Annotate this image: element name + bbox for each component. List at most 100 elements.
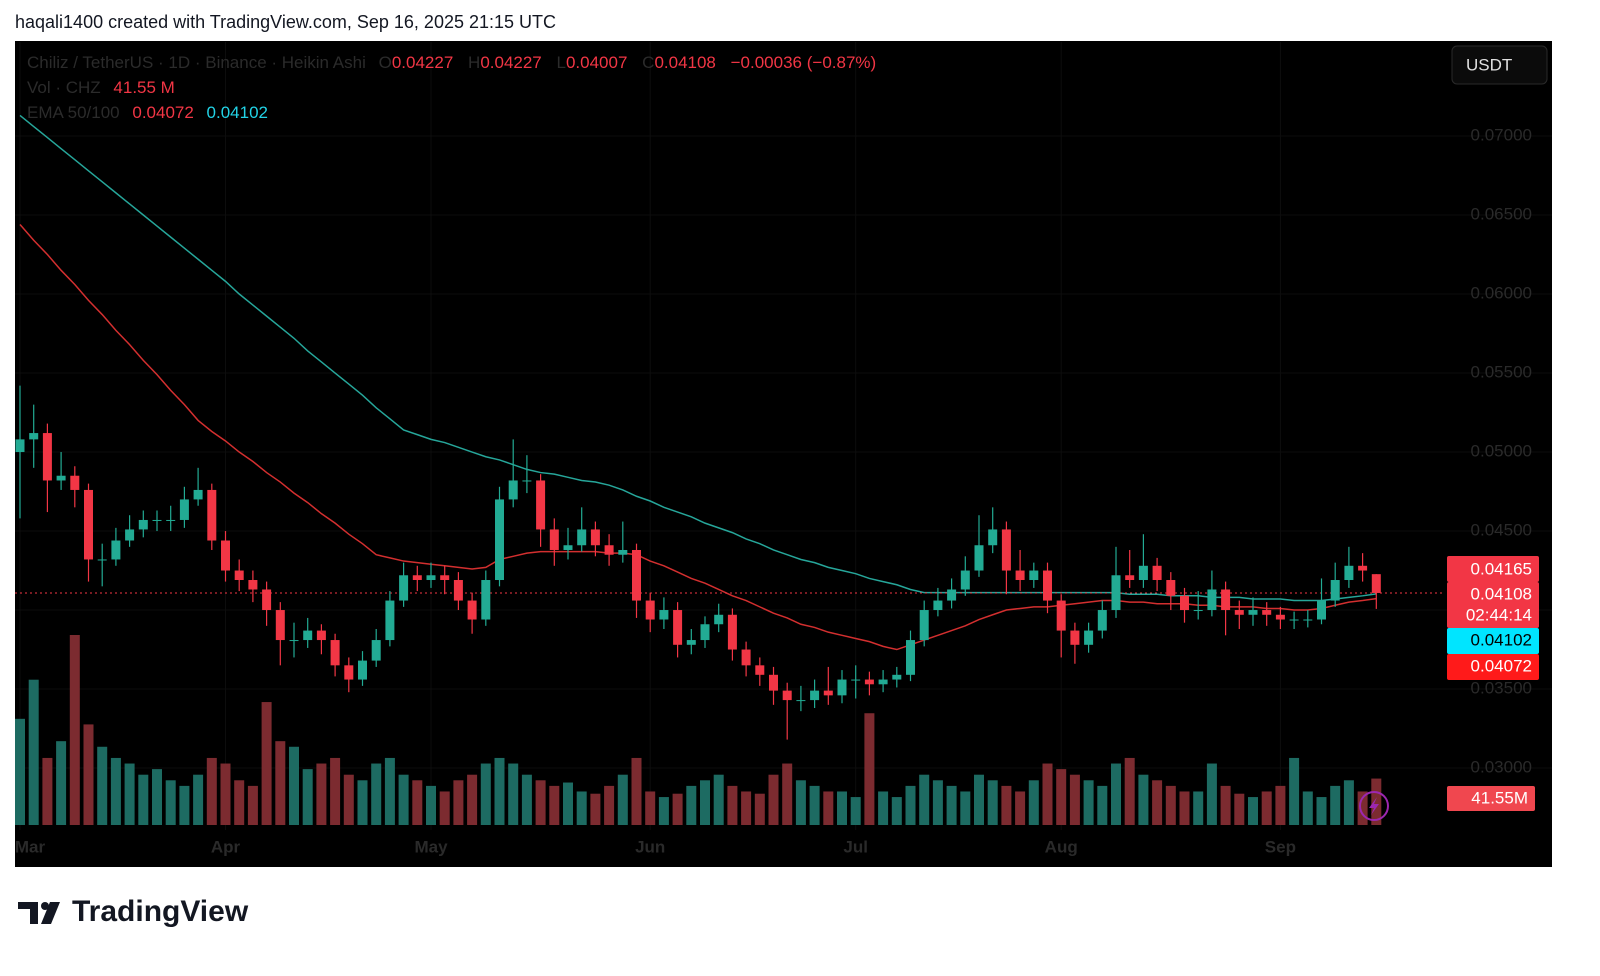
candle-body: [29, 433, 39, 440]
candle-body: [810, 690, 820, 701]
candle-body: [426, 575, 436, 581]
candle-body: [1221, 589, 1231, 611]
volume-bar: [494, 757, 505, 825]
volume-bar: [1302, 791, 1313, 825]
countdown: 02:44:14: [1466, 605, 1532, 624]
volume-bar: [193, 774, 204, 825]
candle-body: [262, 589, 272, 611]
x-tick-label: Apr: [211, 837, 241, 856]
x-tick-label: Aug: [1045, 837, 1078, 856]
candle-body: [1344, 565, 1354, 581]
volume-bar: [590, 793, 601, 825]
volume-bar: [1357, 791, 1368, 825]
last-price-label: 0.04108: [1471, 584, 1532, 603]
candle-body: [906, 640, 915, 675]
volume-bar: [138, 774, 149, 825]
high-marker-label: 0.04165: [1471, 559, 1532, 578]
candle-body: [481, 580, 491, 620]
ema-line: [19, 224, 1377, 651]
candle-body: [1001, 529, 1011, 571]
candle-body: [207, 489, 217, 541]
candle-body: [358, 660, 367, 680]
open-value: 0.04227: [392, 53, 453, 72]
volume-bar: [1069, 774, 1080, 825]
volume-bar: [891, 797, 902, 825]
candle-body: [604, 545, 614, 555]
volume-bar: [165, 780, 176, 825]
volume-label: 41.55M: [1471, 788, 1528, 807]
volume-bar: [124, 763, 135, 825]
candle-body: [686, 640, 696, 645]
candle-body: [659, 610, 669, 620]
y-tick-label: 0.03500: [1471, 679, 1532, 698]
ema50-label: 0.04072: [1471, 656, 1532, 675]
x-tick-label: May: [414, 837, 448, 856]
candle-body: [919, 610, 929, 641]
volume-bar: [919, 774, 930, 825]
volume-bar: [234, 780, 245, 825]
candle-body: [632, 549, 641, 601]
volume-bar: [1343, 780, 1354, 825]
candle-body: [700, 624, 710, 641]
candle-body: [234, 570, 244, 581]
volume-bar: [453, 780, 464, 825]
candle-body: [618, 549, 628, 555]
candle-body: [303, 630, 313, 641]
candle-body: [1303, 619, 1313, 621]
y-tick-label: 0.05500: [1471, 363, 1532, 382]
candle-body: [1084, 630, 1094, 645]
candle-body: [823, 690, 833, 696]
volume-bar: [713, 774, 724, 825]
volume-bar: [549, 785, 560, 825]
candle-body: [467, 600, 477, 620]
volume-bar: [1124, 757, 1135, 825]
volume-bar: [28, 679, 39, 825]
volume-bar: [795, 780, 806, 825]
volume-bar: [782, 763, 793, 825]
volume-bar: [1316, 797, 1327, 825]
candle-body: [152, 519, 162, 521]
candle-body: [741, 649, 751, 666]
volume-bar: [220, 763, 231, 825]
volume-bar: [83, 724, 94, 825]
candle-body: [495, 499, 504, 581]
candle-body: [84, 489, 93, 560]
volume-bar: [56, 741, 67, 825]
currency-button[interactable]: [1451, 45, 1548, 85]
volume-bar: [1138, 774, 1149, 825]
candle-body: [714, 614, 724, 625]
ema100-box: [1447, 628, 1539, 654]
candle-body: [453, 580, 463, 601]
volume-box: [1447, 786, 1535, 811]
y-tick-label: 0.03000: [1471, 758, 1532, 777]
volume-bar: [1248, 797, 1258, 825]
candle-body: [1289, 619, 1299, 621]
h-label: H: [468, 53, 480, 72]
candle-body: [536, 480, 546, 530]
candle-body: [1207, 589, 1217, 611]
candle-body: [1330, 580, 1340, 601]
candle-body: [275, 610, 285, 641]
volume-bar: [672, 793, 683, 825]
candle-body: [878, 679, 888, 685]
candle-body: [385, 600, 395, 641]
candle-body: [111, 540, 121, 560]
candle-body: [1180, 595, 1189, 611]
volume-bar: [837, 791, 847, 825]
candle-body: [673, 610, 683, 645]
candle-body: [371, 640, 381, 661]
volume-bar: [658, 797, 669, 825]
alert-icon[interactable]: [1359, 791, 1389, 821]
volume-bar: [371, 763, 382, 825]
volume-bar: [69, 635, 80, 825]
volume-bar: [1097, 785, 1108, 825]
ema50-value: 0.04072: [132, 103, 193, 122]
candle-body: [590, 529, 600, 546]
high-marker-box: [1447, 556, 1539, 582]
candle-body: [1125, 575, 1135, 581]
candle-body: [1043, 570, 1052, 601]
candle-body: [316, 630, 326, 641]
volume-bar: [275, 741, 286, 825]
candle-body: [851, 679, 861, 681]
